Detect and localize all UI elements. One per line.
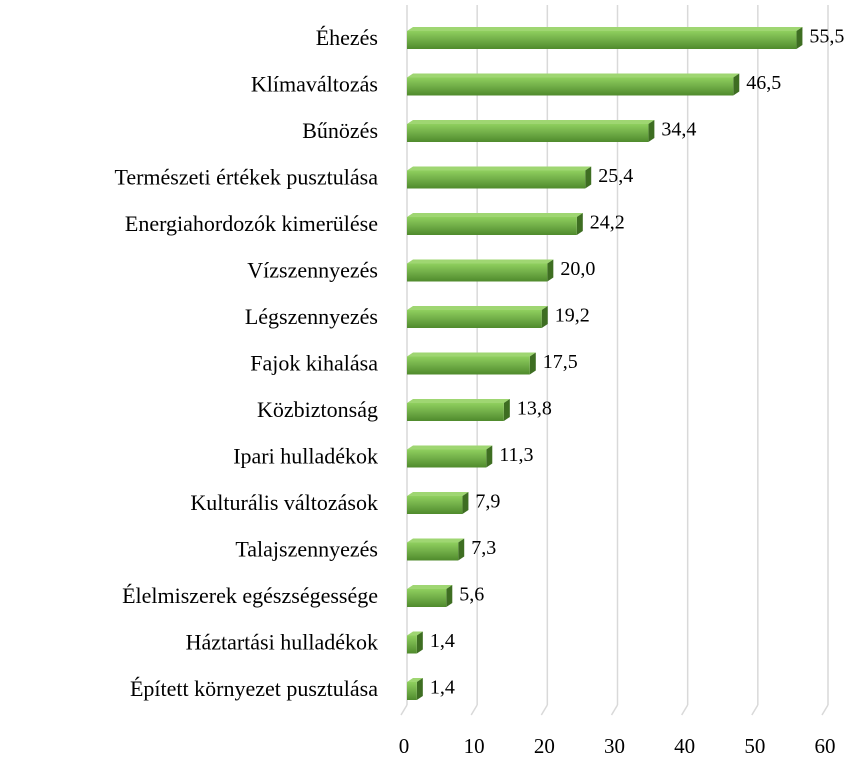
bar-side [529, 352, 536, 375]
value-label: 46,5 [746, 72, 781, 94]
y-tick-label: Éhezés [316, 25, 378, 50]
value-label: 19,2 [555, 305, 590, 327]
x-tick-label: 30 [604, 734, 625, 758]
y-tick-label: Fajok kihalása [250, 351, 378, 376]
bar [407, 449, 487, 468]
bar-side [547, 259, 554, 282]
bar-side [446, 585, 453, 607]
bar-side [503, 399, 510, 421]
bar-top [407, 399, 510, 403]
bar-top [407, 538, 465, 543]
bar-top [407, 73, 740, 78]
x-tick-label: 20 [534, 734, 555, 758]
value-label: 1,4 [430, 677, 455, 699]
bar [407, 124, 649, 142]
y-tick-label: Élelmiszerek egészségessége [122, 583, 378, 608]
y-tick-label: Háztartási hulladékok [186, 630, 378, 655]
value-label: 34,4 [661, 119, 696, 141]
value-label: 7,3 [471, 537, 496, 559]
value-label: 1,4 [430, 630, 455, 652]
y-tick-label: Természeti értékek pusztulása [114, 165, 378, 190]
grid-floor [610, 704, 619, 716]
x-tick-label: 50 [744, 734, 765, 758]
bar-top [407, 352, 536, 357]
bar-top [407, 492, 469, 496]
bar [407, 356, 530, 375]
bar-side [541, 306, 548, 328]
y-tick-label: Bűnözés [302, 118, 378, 143]
bar [407, 77, 734, 96]
y-tick-label: Energiahordozók kimerülése [125, 211, 378, 236]
bar-side [733, 73, 740, 96]
grid-floor [821, 704, 829, 716]
value-label: 13,8 [517, 398, 552, 420]
bar-top [407, 259, 554, 264]
bar [407, 589, 447, 607]
bar-side [416, 678, 423, 700]
bar-side [796, 27, 803, 49]
y-tick-label: Klímaváltozás [251, 72, 378, 97]
value-label: 55,5 [809, 26, 844, 48]
x-tick-label: 10 [464, 734, 485, 758]
y-tick-label: Kulturális változások [190, 490, 378, 515]
value-label: 17,5 [543, 351, 578, 373]
bar [407, 217, 577, 235]
bar-side [486, 445, 493, 468]
grid-floor [751, 704, 759, 716]
y-tick-label: Közbiztonság [257, 397, 378, 422]
bar [407, 170, 586, 189]
value-label: 5,6 [459, 584, 484, 606]
grid-floor [681, 704, 689, 716]
bar-top [407, 120, 655, 124]
bar [407, 403, 504, 421]
bar-top [407, 213, 583, 217]
value-label: 25,4 [598, 165, 633, 187]
bar-side [416, 631, 423, 654]
y-tick-label: Vízszennyezés [247, 258, 378, 283]
y-tick-label: Talajszennyezés [235, 537, 378, 562]
x-tick-label: 60 [815, 734, 836, 758]
bar-side [648, 120, 655, 142]
bar [407, 682, 417, 700]
grid-floor [470, 704, 478, 716]
y-tick-label: Épített környezet pusztulása [130, 676, 378, 701]
grid-floor [400, 704, 408, 716]
bar [407, 31, 797, 49]
x-tick-label: 40 [674, 734, 695, 758]
bar-top [407, 166, 592, 171]
bar-side [585, 166, 592, 189]
value-label: 24,2 [590, 212, 625, 234]
bar-side [458, 538, 465, 561]
bar-top [407, 585, 453, 589]
y-tick-label: Ipari hulladékok [233, 444, 378, 469]
bar-side [576, 213, 583, 235]
grid-floor [540, 704, 548, 716]
bar [407, 310, 542, 328]
bar-side [462, 492, 469, 514]
bar-top [407, 631, 423, 636]
value-label: 20,0 [560, 258, 595, 280]
bar [407, 496, 463, 514]
bar [407, 635, 417, 654]
bar-top [407, 27, 803, 31]
bar-top [407, 445, 493, 450]
bar-top [407, 306, 548, 310]
y-tick-label: Légszennyezés [245, 304, 378, 329]
bar [407, 542, 459, 561]
x-tick-label: 0 [399, 734, 410, 758]
bar-top [407, 678, 423, 682]
value-label: 7,9 [475, 491, 500, 513]
bar [407, 263, 548, 282]
value-label: 11,3 [499, 444, 533, 466]
